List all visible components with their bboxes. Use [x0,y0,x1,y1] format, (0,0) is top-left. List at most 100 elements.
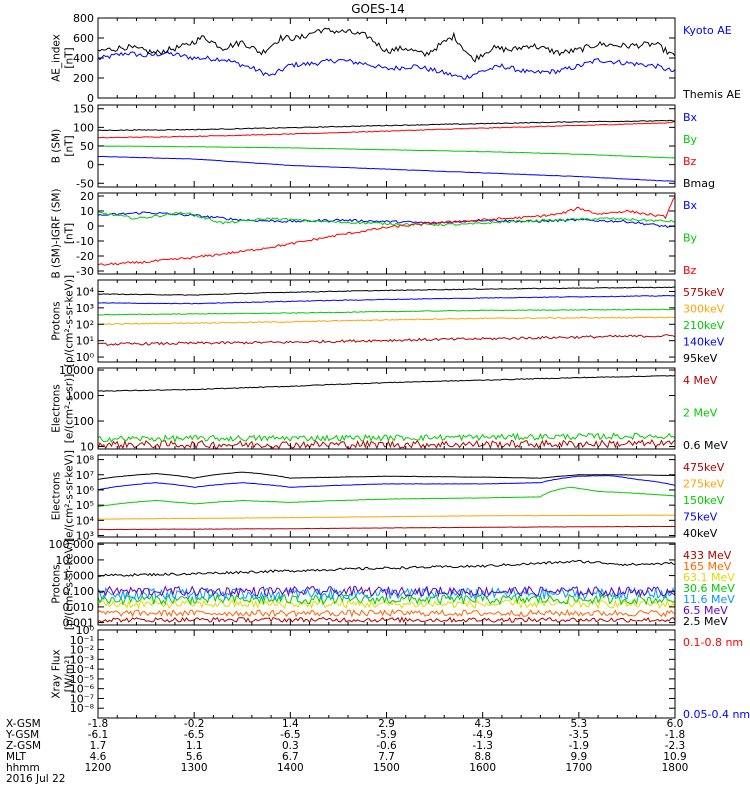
legend-label-bx: Bx [683,111,698,124]
x-axis-row-value: 1500 [373,762,400,774]
panel-frame [97,17,676,99]
y-axis-label: B (SM)-IGRF (SM) [51,188,63,278]
y-axis-label: [e/(cm²-s-sr)] [64,374,76,443]
x-axis-row-value: -3.5 [569,729,590,741]
legend-label-bz: Bz [683,155,697,168]
x-axis-row-value: 1.7 [90,740,107,752]
legend-label-bx: Bx [683,199,698,212]
x-axis-row-value: 9.9 [570,751,587,763]
legend-label-210kev: 210keV [683,319,725,332]
series-line-protons_high-165-mev [98,608,675,618]
y-axis-label: [p/(cm²-s-sr-keV)] [64,275,76,367]
x-axis-row-value: -5.9 [376,729,397,741]
y-tick-label: 10⁴ [76,285,95,298]
y-tick-label: 100 [73,121,94,134]
panel-bsm: -50 0 50 100 150 B (SM) [nT] Bx By Bz Bmag [51,103,716,191]
x-axis-row-value: -6.5 [184,729,205,741]
y-axis-label: Protons [51,301,63,340]
y-tick-label: -10 [76,235,94,248]
y-axis-label: Xray Flux [51,649,63,698]
x-axis-row-value: 4.3 [474,718,491,730]
y-tick-label: 600 [73,32,94,45]
series-line-bsm-bx [98,155,675,182]
y-tick-label: 10⁻⁷ [70,692,94,705]
x-axis-row-value: -1.8 [88,718,109,730]
series-line-bdiff-bz [98,196,675,266]
x-axis-table: X-GSM -1.8 -0.2 1.4 2.9 4.3 5.3 6.0 Y-GSM -6.1 -6.… [5,718,688,785]
y-tick-label: 10⁻⁶ [70,683,95,696]
x-axis-row-value: 2.9 [378,718,395,730]
legend-label-bz: Bz [683,264,697,277]
y-tick-label: 100.000 [49,538,95,551]
y-axis-label: [nT] [64,47,76,68]
y-tick-label: -30 [76,265,94,278]
panel-protons_low: 10⁰ 10¹ 10² 10³ 10⁴ Protons [p/(cm²-s-sr-keV)]… [51,275,725,367]
legend-label-6-5-mev: 6.5 MeV [683,604,728,617]
legend-label-575kev: 575keV [683,286,725,299]
y-tick-label: 10⁶ [76,484,95,497]
legend-label-475kev: 475keV [683,461,725,474]
y-tick-label: 10 [80,441,94,454]
series-line-protons_low-300kev [98,316,675,326]
series-line-protons_low-210kev [98,308,675,316]
x-axis-row-label: hhmm [6,762,40,774]
y-tick-label: 1.000 [63,570,95,583]
y-tick-label: 0 [87,159,94,172]
y-tick-label: 0.001 [63,617,95,630]
legend-label-0-1-0-8-nm: 0.1-0.8 nm [683,636,743,649]
y-tick-label: -20 [76,250,94,263]
series-line-bdiff-bx [98,211,675,228]
legend-label-150kev: 150keV [683,494,725,507]
y-tick-label: 10¹ [76,335,94,348]
series-line-protons_high-6-5-mev [98,585,675,598]
y-axis-label: AE_index [51,34,63,82]
legend-label-11-6-mev: 11.6 MeV [683,593,735,606]
series-line-ae-kyoto-ae [98,50,675,80]
panel-electrons_mev: 10 100 1000 10000 Electrons [e/(cm²-s-sr)] 4 M… [51,364,729,454]
panel-frame [97,454,676,538]
x-axis-row-value: 1700 [565,762,592,774]
y-tick-label: 10² [76,318,94,331]
y-tick-label: 400 [73,52,94,65]
legend-label-433-mev: 433 MeV [683,549,732,562]
y-tick-label: 0 [87,220,94,233]
series-line-bsm-bmag [98,119,675,132]
y-tick-label: 150 [73,103,94,116]
y-tick-label: 10⁰ [76,624,95,637]
y-axis-label: [nT] [64,223,76,244]
y-tick-label: 10000 [59,364,94,377]
series-line-bdiff-by [98,211,675,227]
figure-title: GOES-14 [351,2,405,16]
legend-label-165-mev: 165 MeV [683,560,732,573]
y-tick-label: 10³ [76,302,94,315]
y-tick-label: 10.000 [56,554,95,567]
x-axis-row-value: -1.3 [472,740,493,752]
x-axis-row-value: 6.0 [667,718,684,730]
x-axis-row-value: -0.6 [376,740,397,752]
x-axis-row-value: 5.6 [186,751,203,763]
series-line-electrons_mev-2-mev [98,432,675,444]
legend-label-2-mev: 2 MeV [683,407,718,420]
panel-frame [97,192,676,275]
series-line-electrons_kev-75kev [98,474,675,491]
panel-ae: 0 200 400 600 800 AE_index [nT] Kyoto AE Themis … [51,12,741,105]
panel-electrons_kev: 10³ 10⁴ 10⁵ 10⁶ 10⁷ 10⁸ Electrons [e/(cm²-s-sr-… [51,450,725,542]
x-axis-row-label: Z-GSM [6,740,41,752]
x-axis-row-value: 1.4 [282,718,299,730]
legend-label-300kev: 300keV [683,303,725,316]
y-axis-label: [W/m²] [64,656,76,693]
y-axis-label: Protons [51,564,63,603]
series-line-bsm-by [98,145,675,159]
y-tick-label: 1000 [66,390,94,403]
x-axis-row-value: 1400 [277,762,304,774]
x-axis-row-value: 4.6 [90,751,107,763]
x-axis-row-value: 8.8 [474,751,491,763]
y-tick-label: 10⁻³ [70,653,94,666]
x-axis-row-value: 7.7 [378,751,395,763]
y-tick-label: 10 [80,205,94,218]
y-tick-label: 10³ [76,530,94,543]
x-axis-row-value: 10.9 [663,751,686,763]
y-tick-label: 200 [73,72,94,85]
